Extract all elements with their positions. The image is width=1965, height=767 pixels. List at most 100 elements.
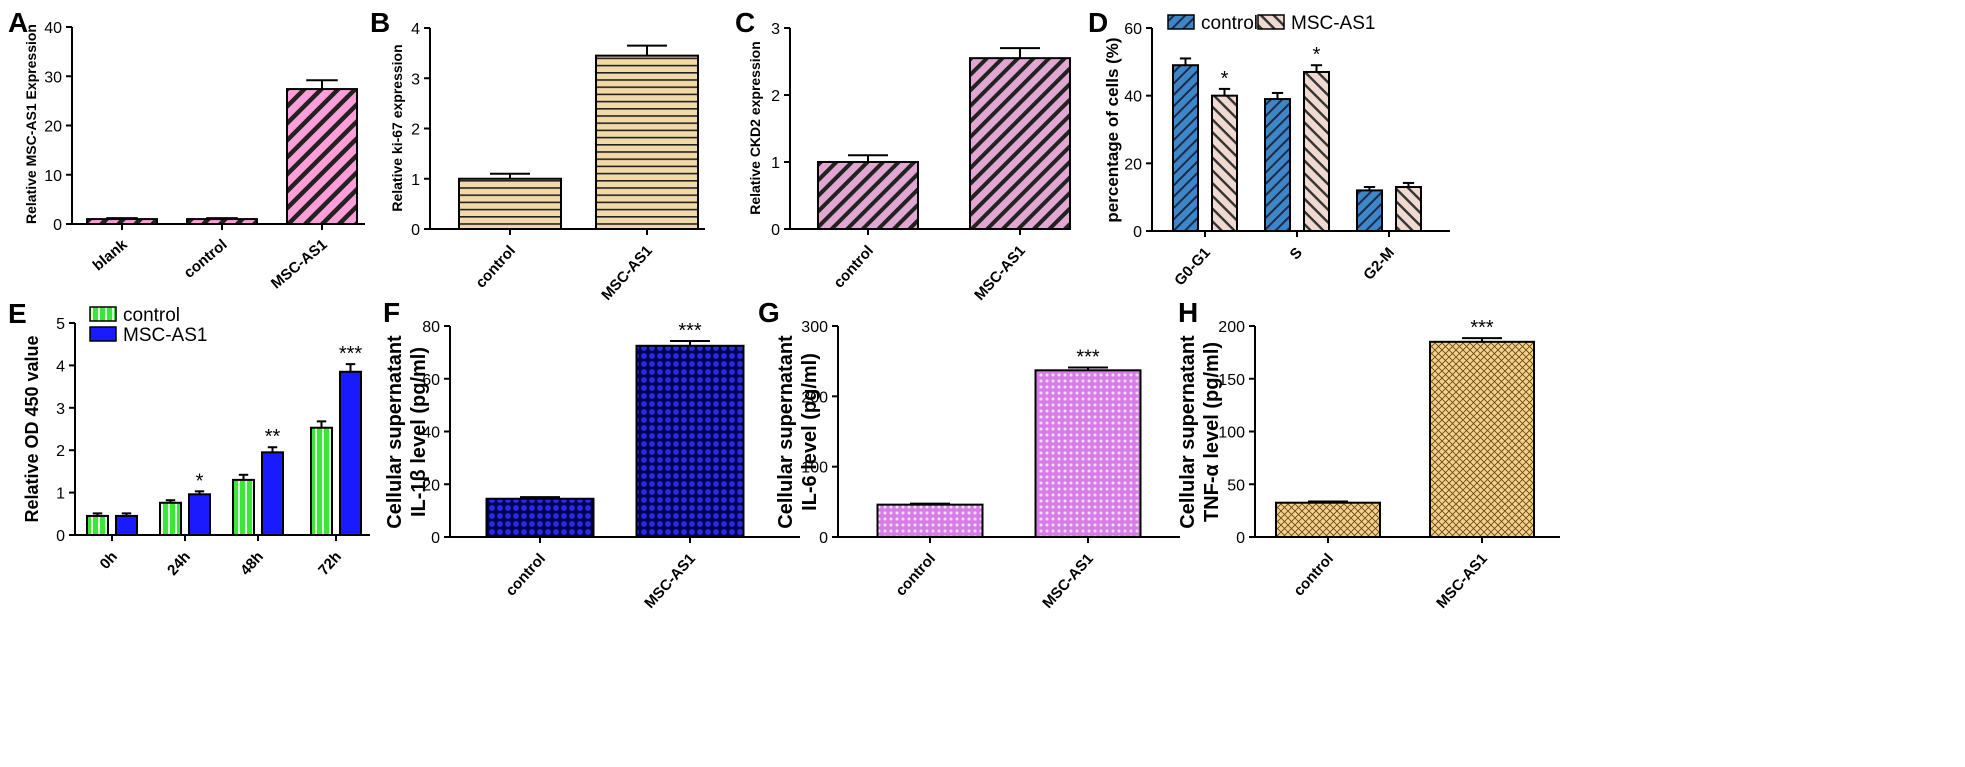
bar-msc-as1 — [261, 451, 284, 537]
y-tick-label: 1 — [56, 486, 65, 503]
y-tick-label: 1 — [411, 172, 420, 189]
y-axis-label: Cellular supernatant TNF-α level (pg/ml) — [1177, 335, 1223, 529]
significance-label: *** — [1076, 346, 1100, 368]
significance-label: ** — [265, 426, 281, 448]
panel-label: A — [8, 7, 28, 38]
significance-label: * — [196, 470, 204, 492]
bar-msc-as1 — [286, 88, 358, 226]
significance-label: * — [1221, 68, 1229, 90]
bar-control — [1356, 189, 1383, 232]
bar-control — [232, 478, 255, 537]
bar-msc-as1 — [1211, 94, 1238, 232]
y-axis-label: Relative CKD2 expression — [747, 41, 763, 215]
y-tick-label: 2 — [771, 88, 780, 105]
y-tick-label: 0 — [1133, 224, 1142, 241]
bar-msc-as1 — [1303, 70, 1330, 232]
significance-label: *** — [1470, 317, 1494, 339]
y-axis-label: Cellular supernatant IL-1β level (pg/ml) — [384, 335, 430, 529]
x-tick-label: G2-M — [1360, 244, 1398, 283]
y-tick-label: 4 — [411, 21, 420, 38]
y-tick-label: 0 — [819, 530, 828, 547]
panel-b: B 0 1 2 3 4 Relative ki-67 expression control MS… — [370, 7, 705, 304]
y-axis-label: Relative MSC-AS1 Expression — [23, 24, 39, 224]
bar-control — [1264, 98, 1291, 232]
legend-swatch — [89, 326, 117, 342]
y-axis-label: percentage of cells (%) — [1103, 37, 1122, 222]
x-tick-label: control — [1290, 550, 1337, 599]
legend-swatch — [1257, 14, 1285, 30]
bar-msc-as1 — [1429, 340, 1535, 539]
bar-msc-as1 — [1034, 369, 1142, 538]
y-tick-label: 0 — [1236, 530, 1245, 547]
y-tick-label: 0 — [53, 217, 62, 234]
bar-msc-as1 — [1395, 186, 1422, 232]
y-tick-label: 300 — [801, 319, 828, 336]
bar-control — [159, 501, 182, 536]
panel-label: F — [383, 297, 400, 328]
x-tick-label: MSC-AS1 — [1433, 550, 1491, 612]
y-tick-label: 200 — [801, 389, 828, 406]
x-tick-label: control — [472, 242, 519, 291]
panel-label: C — [735, 7, 755, 38]
panel-a: A 0 10 20 30 40 Relative MSC-AS1 Expression bla… — [8, 7, 365, 292]
x-tick-label: MSC-AS1 — [268, 236, 331, 292]
bar-control — [817, 161, 919, 230]
bar-control — [1172, 64, 1199, 233]
y-tick-label: 2 — [56, 443, 65, 460]
panel-label: H — [1178, 297, 1198, 328]
y-tick-label: 20 — [1124, 156, 1142, 173]
bar-msc-as1 — [115, 514, 138, 536]
y-tick-label: 60 — [1124, 21, 1142, 38]
bar-control — [876, 503, 984, 538]
y-tick-label: 0 — [771, 222, 780, 239]
bar-control — [458, 177, 562, 230]
y-axis-label: Relative OD 450 value — [22, 335, 42, 522]
panel-e: E 0 1 2 3 4 5 Relative OD 450 value 0h * 24h ** 48h *… — [8, 298, 370, 579]
legend-label: MSC-AS1 — [1291, 13, 1375, 34]
y-tick-label: 3 — [56, 401, 65, 418]
y-tick-label: 3 — [771, 21, 780, 38]
legend-swatch — [89, 306, 117, 322]
y-tick-label: 20 — [422, 477, 440, 494]
x-tick-label: MSC-AS1 — [1039, 550, 1097, 612]
x-tick-label: 24h — [164, 548, 194, 579]
bar-msc-as1 — [188, 493, 211, 536]
x-tick-label: control — [830, 242, 877, 291]
y-tick-label: 4 — [56, 358, 65, 375]
y-tick-label: 100 — [1218, 425, 1245, 442]
y-tick-label: 150 — [1218, 372, 1245, 389]
y-axis-label: Cellular supernatant IL-6 level (pg/ml) — [775, 335, 821, 529]
y-tick-label: 100 — [801, 460, 828, 477]
x-tick-label: MSC-AS1 — [641, 550, 699, 612]
y-tick-label: 10 — [44, 168, 62, 185]
x-tick-label: MSC-AS1 — [598, 242, 656, 304]
bar-msc-as1 — [595, 54, 699, 231]
legend-label: control — [1201, 13, 1258, 34]
panel-label: G — [758, 297, 780, 328]
significance-label: *** — [339, 343, 363, 365]
y-tick-label: 0 — [411, 222, 420, 239]
significance-label: * — [1313, 44, 1321, 66]
x-tick-label: control — [502, 550, 549, 599]
y-tick-label: 30 — [44, 69, 62, 86]
y-tick-label: 3 — [411, 71, 420, 88]
x-tick-label: blank — [90, 236, 131, 275]
x-tick-label: S — [1287, 244, 1306, 263]
y-tick-label: 50 — [1227, 477, 1245, 494]
bar-control — [186, 218, 258, 225]
y-tick-label: 40 — [1124, 89, 1142, 106]
bar-control — [1275, 501, 1381, 538]
bar-control — [86, 514, 109, 536]
y-tick-label: 200 — [1218, 319, 1245, 336]
legend-label: MSC-AS1 — [123, 325, 207, 346]
panel-label: B — [370, 7, 390, 38]
bar-blank — [86, 218, 158, 225]
y-tick-label: 60 — [422, 372, 440, 389]
y-tick-label: 5 — [56, 316, 65, 333]
y-axis-label: Relative ki-67 expression — [389, 44, 405, 211]
